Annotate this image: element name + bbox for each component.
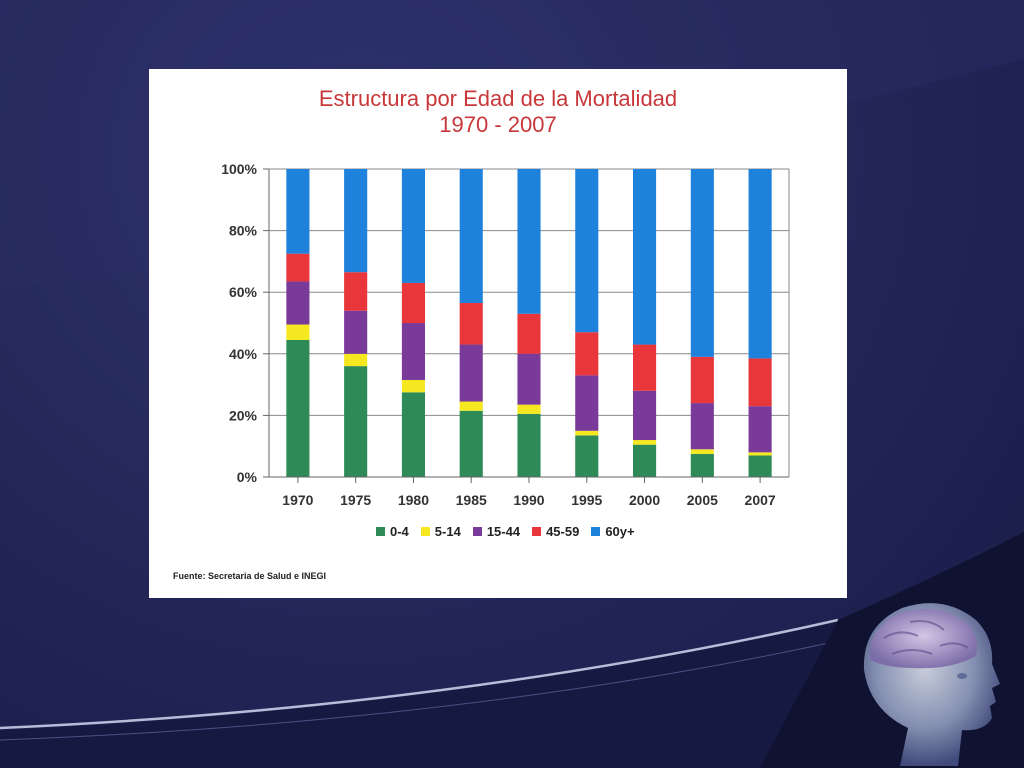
bar-segment-5-14-2005 — [690, 449, 714, 454]
bar-segment-0-4-1980 — [401, 392, 425, 477]
legend-label: 0-4 — [390, 523, 409, 539]
x-tick-label: 2000 — [629, 492, 660, 508]
bar-segment-45-59-2005 — [690, 356, 714, 404]
bar-segment-15-44-1985 — [459, 344, 483, 402]
bar-segment-5-14-2007 — [748, 452, 772, 456]
chart-legend: 0-4 5-14 15-44 45-59 60y+ — [376, 521, 635, 541]
y-tick-label: 80% — [229, 223, 258, 239]
x-tick-label: 1995 — [571, 492, 602, 508]
chart-card: Estructura por Edad de la Mortalidad 197… — [149, 69, 847, 598]
source-note: Fuente: Secretaria de Salud e INEGI — [173, 571, 327, 581]
bar-segment-0-4-2007 — [748, 455, 772, 477]
bar-segment-5-14-1985 — [459, 401, 483, 411]
legend-item-0-4: 0-4 — [376, 524, 409, 539]
bar-segment-45-59-1980 — [401, 282, 425, 323]
legend-item-60y+: 60y+ — [591, 523, 635, 539]
legend-label: 60y+ — [605, 523, 635, 539]
legend-item-45-59: 45-59 — [532, 524, 579, 539]
bar-segment-0-4-1990 — [517, 413, 541, 477]
legend-label: 5-14 — [434, 523, 461, 539]
x-tick-label: 2007 — [745, 492, 776, 508]
stacked-bar-chart: 0% 20% 40% 60% 80% 100% 1970 1975 1980 1985 1990 19… — [221, 161, 790, 508]
bar-segment-15-44-1970 — [286, 281, 310, 325]
bar-segment-0-4-2005 — [690, 453, 714, 477]
legend-swatch — [472, 526, 482, 536]
bar-segment-60y+-1995 — [575, 169, 599, 333]
bar-segment-45-59-1990 — [517, 313, 541, 354]
y-tick-label: 40% — [229, 346, 258, 362]
legend-label: 15-44 — [486, 523, 521, 539]
bar-segment-15-44-1975 — [344, 310, 368, 354]
bar-segment-45-59-1995 — [575, 332, 599, 376]
x-tick-label: 1990 — [513, 492, 544, 508]
bar-segment-45-59-1985 — [459, 302, 483, 345]
bar-segment-0-4-1985 — [459, 410, 483, 477]
legend-swatch — [420, 526, 430, 536]
bar-segment-5-14-1980 — [401, 379, 425, 393]
legend-swatch — [532, 526, 542, 536]
bar-segment-0-4-1995 — [575, 435, 599, 477]
legend-label: 45-59 — [546, 523, 580, 539]
y-tick-label: 100% — [221, 161, 257, 177]
x-tick-label: 1980 — [398, 492, 429, 508]
bar-segment-0-4-1970 — [286, 339, 310, 477]
legend-item-5-14: 5-14 — [420, 523, 461, 539]
chart-title: Estructura por Edad de la Mortalidad — [318, 86, 678, 111]
bar-segment-45-59-1975 — [344, 272, 368, 311]
x-tick-label: 1975 — [340, 492, 371, 508]
bar-segment-15-44-2000 — [633, 390, 657, 441]
bar-segment-60y+-2005 — [690, 169, 714, 357]
bar-segment-15-44-1995 — [575, 375, 599, 431]
bar-segment-15-44-2005 — [690, 403, 714, 450]
bar-segment-15-44-1980 — [401, 323, 425, 380]
bar-segment-0-4-2000 — [633, 444, 657, 477]
bar-segment-45-59-2000 — [633, 344, 657, 391]
bar-segment-60y+-2000 — [633, 169, 657, 345]
y-tick-label: 60% — [229, 284, 258, 300]
x-tick-label: 2005 — [687, 492, 718, 508]
bar-segment-5-14-1970 — [286, 324, 310, 340]
chart-axes: 0% 20% 40% 60% 80% 100% 1970 1975 1980 1985 1990 19… — [221, 161, 790, 508]
bar-segment-60y+-1970 — [286, 169, 310, 254]
y-tick-label: 20% — [229, 407, 258, 423]
legend-swatch — [376, 526, 385, 536]
bar-segment-5-14-1975 — [344, 353, 368, 367]
y-tick-label: 0% — [237, 469, 258, 485]
bar-segment-60y+-1975 — [344, 169, 368, 273]
bar-segment-5-14-1990 — [517, 404, 541, 414]
bar-segment-45-59-2007 — [748, 358, 772, 407]
bar-segment-5-14-1995 — [575, 430, 599, 436]
human-head-brain-illustration — [863, 603, 1000, 766]
x-tick-label: 1970 — [282, 492, 313, 508]
bar-segment-60y+-2007 — [748, 169, 772, 359]
bar-segment-15-44-1990 — [517, 353, 541, 405]
bar-segment-60y+-1980 — [401, 169, 425, 283]
bar-segment-15-44-2007 — [748, 406, 772, 453]
bar-segment-0-4-1975 — [344, 366, 368, 477]
bar-segment-45-59-1970 — [286, 253, 310, 282]
x-tick-label: 1985 — [456, 492, 487, 508]
bar-segment-60y+-1985 — [459, 169, 483, 303]
bar-segment-60y+-1990 — [517, 169, 541, 314]
chart-subtitle: 1970 - 2007 — [439, 112, 557, 137]
bar-segment-5-14-2000 — [633, 440, 657, 445]
legend-swatch — [591, 526, 601, 536]
legend-item-15-44: 15-44 — [472, 523, 521, 539]
chart-bars — [286, 169, 772, 477]
